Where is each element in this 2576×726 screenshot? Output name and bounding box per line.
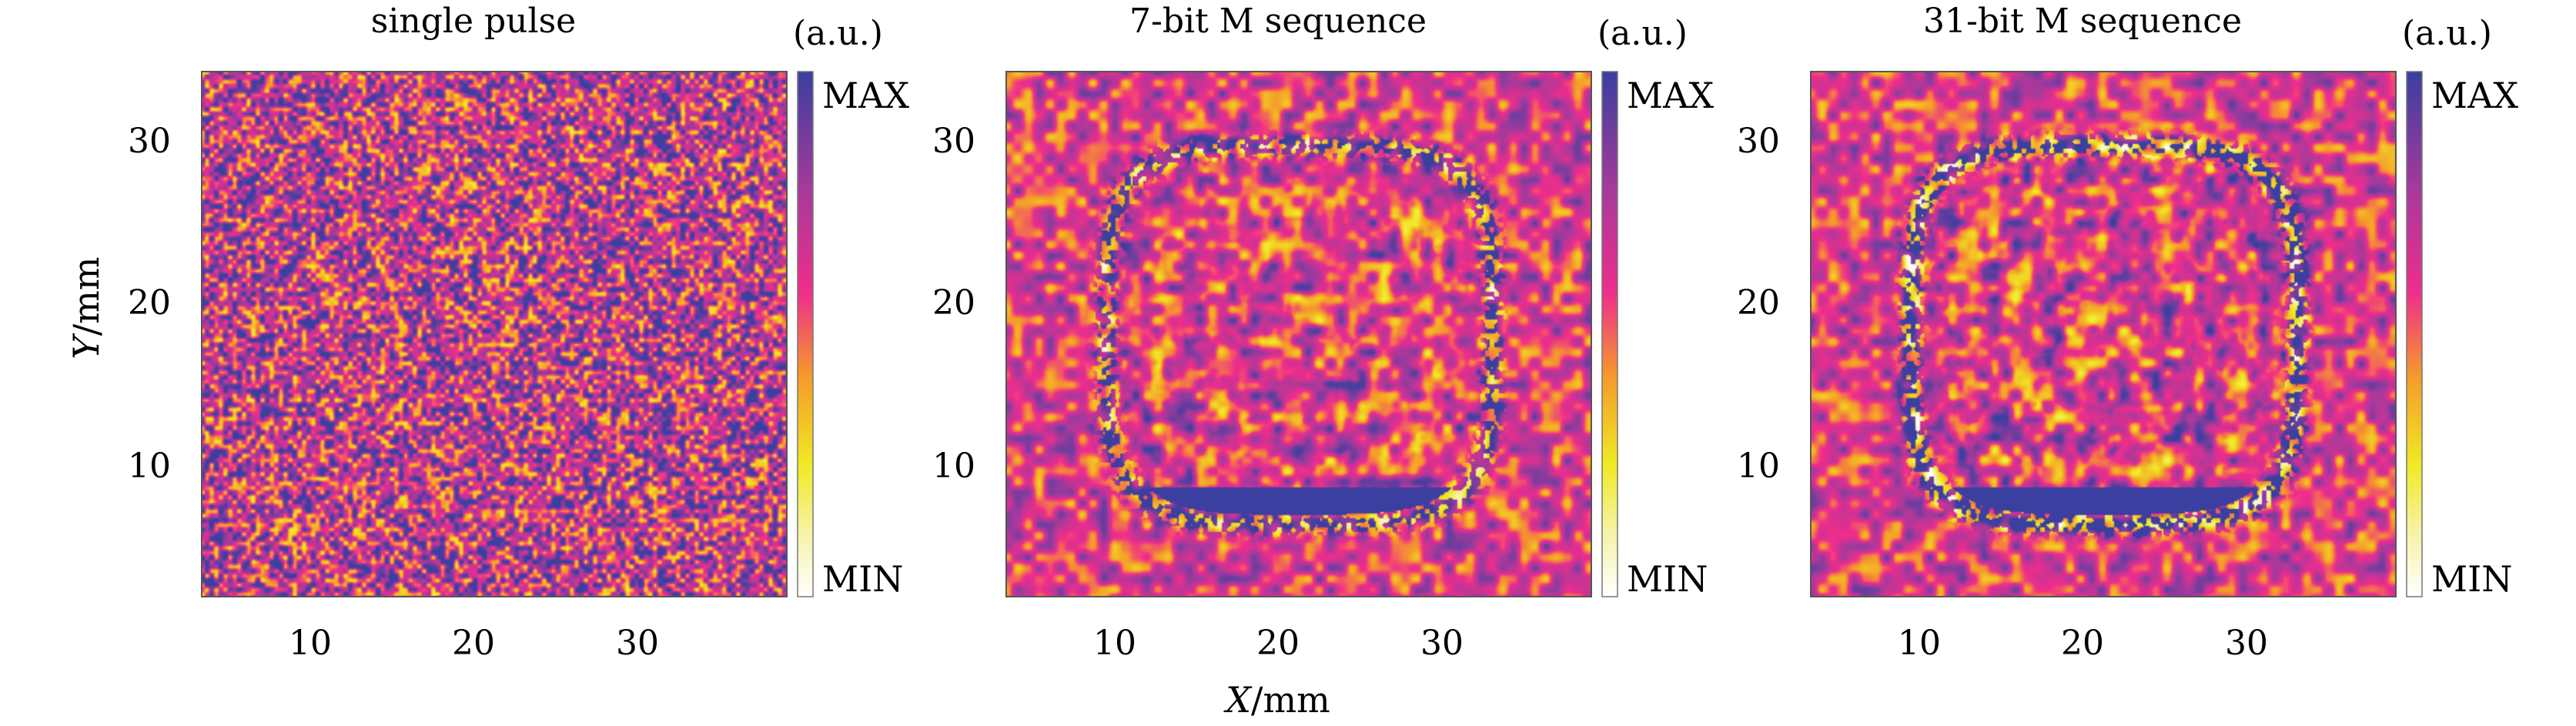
x-tick: 10 bbox=[289, 624, 332, 663]
y-tick: 30 bbox=[128, 122, 171, 161]
x-tick: 20 bbox=[1256, 624, 1300, 663]
x-axis-label: X/mm bbox=[1223, 679, 1330, 721]
y-tick: 10 bbox=[932, 447, 975, 486]
colorbar-unit: (a.u.) bbox=[2402, 14, 2492, 53]
colorbar bbox=[1601, 71, 1618, 597]
y-tick: 20 bbox=[128, 283, 171, 323]
heatmap-image bbox=[1006, 72, 1591, 597]
colorbar-unit: (a.u.) bbox=[1597, 14, 1688, 53]
panel-31-bit: 31-bit M sequence (a.u.) MAX MIN 10 20 3… bbox=[1737, 2, 2518, 663]
x-tick: 20 bbox=[2061, 624, 2104, 663]
x-tick: 30 bbox=[1420, 624, 1464, 663]
y-axis-label: Y/mm bbox=[65, 256, 107, 359]
y-tick: 10 bbox=[1737, 447, 1780, 486]
colorbar-min-label: MIN bbox=[822, 558, 904, 600]
colorbar-min-label: MIN bbox=[1627, 558, 1708, 600]
x-tick: 30 bbox=[616, 624, 659, 663]
panel-title: 7-bit M sequence bbox=[1129, 2, 1427, 41]
y-tick: 30 bbox=[1737, 122, 1780, 161]
panel-single-pulse: single pulse (a.u.) MAX MIN 10 20 30 30 … bbox=[65, 2, 909, 663]
x-axis-unit: /mm bbox=[1251, 679, 1330, 721]
y-tick: 30 bbox=[932, 122, 975, 161]
panel-title: single pulse bbox=[371, 2, 576, 41]
colorbar-max-label: MAX bbox=[1627, 75, 1714, 116]
colorbar bbox=[2406, 71, 2423, 597]
y-tick: 20 bbox=[932, 283, 975, 323]
x-tick: 20 bbox=[452, 624, 495, 663]
colorbar bbox=[797, 71, 814, 597]
x-tick: 10 bbox=[1093, 624, 1136, 663]
heatmap-image bbox=[202, 72, 787, 597]
x-tick: 30 bbox=[2225, 624, 2268, 663]
colorbar-min-label: MIN bbox=[2431, 558, 2513, 600]
y-axis-unit: /mm bbox=[65, 256, 107, 336]
colorbar-max-label: MAX bbox=[822, 75, 909, 116]
panel-title: 31-bit M sequence bbox=[1923, 2, 2242, 41]
heatmap-image bbox=[1811, 72, 2396, 597]
panel-7-bit: 7-bit M sequence (a.u.) MAX MIN 10 20 30… bbox=[932, 2, 1714, 721]
y-tick: 20 bbox=[1737, 283, 1780, 323]
colorbar-unit: (a.u.) bbox=[793, 14, 883, 53]
x-axis-var: X bbox=[1223, 679, 1253, 721]
y-axis-var: Y bbox=[65, 333, 107, 360]
y-tick: 10 bbox=[128, 447, 171, 486]
x-tick: 10 bbox=[1898, 624, 1941, 663]
colorbar-max-label: MAX bbox=[2431, 75, 2518, 116]
